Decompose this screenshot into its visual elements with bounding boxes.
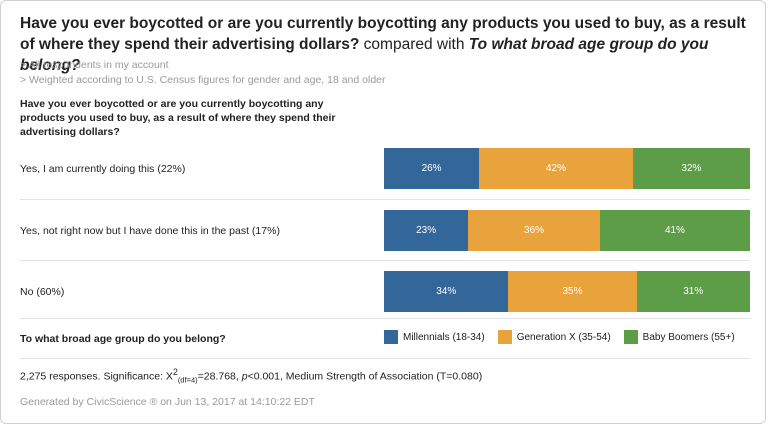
stacked-bar: 26% 42% 32% bbox=[384, 148, 750, 189]
row-separator bbox=[20, 199, 750, 200]
bar-segment: 34% bbox=[384, 271, 509, 312]
row-separator bbox=[20, 260, 750, 261]
significance-sup: 2 bbox=[172, 367, 178, 377]
bar-segment: 26% bbox=[384, 148, 480, 189]
row-label: Yes, not right now but I have done this … bbox=[20, 225, 280, 237]
legend-swatch bbox=[623, 330, 638, 344]
row-label: No (60%) bbox=[20, 286, 65, 298]
legend-label: Generation X (35-54) bbox=[516, 331, 611, 343]
stacked-bar: 23% 36% 41% bbox=[384, 210, 750, 251]
legend-label: Millennials (18-34) bbox=[403, 331, 485, 343]
note-respondents: > All respondents in my account bbox=[20, 59, 169, 71]
significance-sub: (df=4) bbox=[177, 375, 198, 385]
significance-value: =28.768, bbox=[197, 370, 242, 383]
legend-swatch bbox=[497, 330, 512, 344]
significance-p: p bbox=[241, 370, 248, 383]
legend-item: Generation X (35-54) bbox=[497, 330, 611, 344]
bar-segment: 41% bbox=[599, 210, 750, 251]
legend-separator bbox=[20, 318, 750, 319]
chart-legend: Millennials (18-34) Generation X (35-54) B… bbox=[384, 330, 748, 344]
chart-title: Have you ever boycotted or are you curre… bbox=[20, 13, 750, 76]
legend-title: To what broad age group do you belong? bbox=[20, 333, 226, 345]
title-question2: To what broad age group do you belong? bbox=[20, 36, 709, 74]
footer-separator bbox=[20, 358, 750, 359]
bar-segment: 32% bbox=[632, 148, 750, 189]
legend-swatch bbox=[384, 330, 398, 344]
note-weighting: > Weighted according to U.S. Census figu… bbox=[20, 74, 386, 86]
stacked-bar: 34% 35% 31% bbox=[384, 271, 750, 312]
question-label: Have you ever boycotted or are you curre… bbox=[20, 98, 336, 138]
title-compared-with: compared with bbox=[363, 36, 465, 53]
legend-item: Baby Boomers (55+) bbox=[623, 330, 735, 344]
bar-segment: 23% bbox=[384, 210, 469, 251]
bar-segment: 35% bbox=[508, 271, 637, 312]
significance-line: 2,275 responses. Significance: X2(df=4)=… bbox=[20, 367, 482, 385]
generated-by: Generated by CivicScience ® on Jun 13, 2… bbox=[20, 396, 315, 408]
legend-label: Baby Boomers (55+) bbox=[642, 331, 735, 343]
bar-segment: 42% bbox=[479, 148, 633, 189]
legend-item: Millennials (18-34) bbox=[384, 330, 485, 344]
bar-segment: 36% bbox=[468, 210, 600, 251]
title-question: Have you ever boycotted or are you curre… bbox=[20, 15, 746, 53]
bar-segment: 31% bbox=[636, 271, 750, 312]
significance-prefix: 2,275 responses. Significance: X bbox=[20, 370, 173, 383]
row-label: Yes, I am currently doing this (22%) bbox=[20, 163, 186, 175]
significance-rest: <0.001, Medium Strength of Association (… bbox=[247, 370, 483, 383]
